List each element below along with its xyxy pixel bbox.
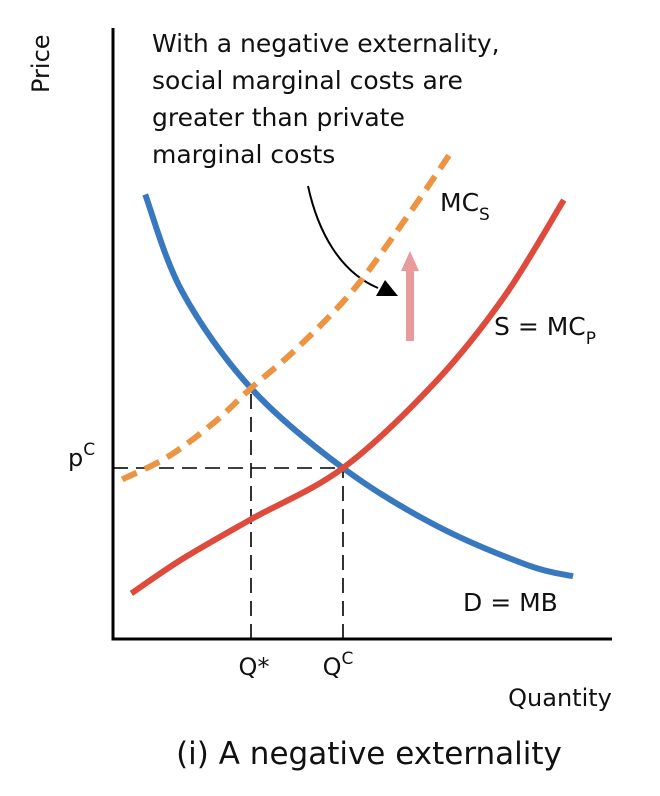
annotation-arrow-shaft xyxy=(307,185,379,289)
mb-label: D = MB xyxy=(463,588,558,617)
series-lines xyxy=(120,147,574,596)
chart-caption: (i) A negative externality xyxy=(176,736,562,772)
mcs-label: MCS xyxy=(440,188,490,225)
y-tick-label-pc-base: p xyxy=(68,444,83,472)
x-axis-title: Quantity xyxy=(508,684,612,712)
annotation-line-3: greater than private xyxy=(152,103,405,132)
annotation-line-2: social marginal costs are xyxy=(152,66,463,95)
curve-labels: MCS S = MCP D = MB xyxy=(440,188,596,617)
x-tick-label-qc: QC xyxy=(323,649,354,681)
annotation-line-4: marginal costs xyxy=(152,140,335,169)
shift-arrow xyxy=(401,251,419,341)
annotation-line-1: With a negative externality, xyxy=(152,29,500,58)
shift-arrow-head xyxy=(401,251,419,271)
mcp-label-sub: P xyxy=(586,329,596,349)
annotation-arrow-head xyxy=(376,280,398,296)
mcs-label-base: MC xyxy=(440,188,479,217)
annotation-arrow xyxy=(307,185,398,296)
mcp-curve xyxy=(129,198,567,596)
y-tick-label-pc: pC xyxy=(68,440,95,472)
guide-lines xyxy=(113,388,344,639)
x-tick-label-qc-sup: C xyxy=(342,649,354,669)
mcp-label: S = MCP xyxy=(494,312,596,349)
y-axis-title: Price xyxy=(27,34,55,93)
mcp-label-base: S = MC xyxy=(494,312,586,341)
mcs-label-sub: S xyxy=(479,205,490,225)
mcs-curve xyxy=(120,147,456,483)
axes xyxy=(111,28,612,641)
x-tick-label-qc-base: Q xyxy=(323,653,342,681)
y-tick-label-pc-sup: C xyxy=(83,440,95,460)
tick-labels: Q* QC pC xyxy=(68,440,353,681)
mb-curve xyxy=(142,193,574,580)
annotation-text: With a negative externality, social marg… xyxy=(152,29,500,169)
x-tick-label-qstar: Q* xyxy=(239,653,270,681)
